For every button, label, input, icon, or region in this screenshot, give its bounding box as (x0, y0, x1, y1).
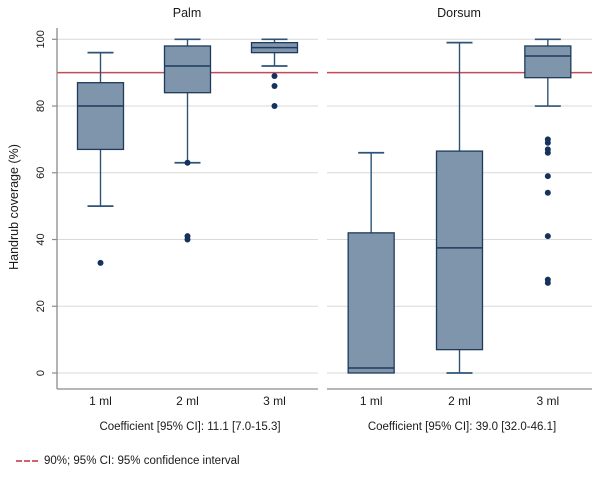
outlier-point (544, 189, 551, 196)
coefficient-label-palm: Coefficient [95% CI]: 11.1 [7.0-15.3] (99, 421, 281, 433)
outlier-point (544, 233, 551, 240)
legend-text: 90%; 95% CI: 95% confidence interval (44, 455, 240, 467)
outlier-point (184, 159, 191, 166)
y-tick-label: 20 (35, 300, 47, 312)
outlier-point (184, 236, 191, 243)
box (524, 45, 572, 79)
coefficient-label-dorsum: Coefficient [95% CI]: 39.0 [32.0-46.1] (367, 421, 557, 433)
panel-title-dorsum: Dorsum (437, 6, 481, 20)
y-tick-label: 100 (35, 30, 47, 48)
y-tick-label: 80 (35, 100, 47, 112)
reference-line-legend-marker-icon (16, 460, 38, 462)
x-category-label: 2 ml (176, 394, 199, 408)
outlier-point (271, 73, 278, 80)
y-tick-label: 60 (35, 167, 47, 179)
outlier-point (544, 139, 551, 146)
outlier-point (271, 103, 278, 110)
outlier-point (544, 279, 551, 286)
outlier-point (544, 149, 551, 156)
legend: 90%; 95% CI: 95% confidence interval (16, 455, 240, 467)
y-tick-label: 0 (35, 370, 47, 376)
x-category-label: 1 ml (360, 394, 383, 408)
box (76, 82, 125, 151)
y-axis-title: Handrub coverage (%) (7, 144, 21, 270)
box (163, 45, 212, 94)
x-category-label: 2 ml (448, 394, 471, 408)
x-category-label: 3 ml (536, 394, 559, 408)
box (435, 150, 484, 351)
panel-title-palm: Palm (172, 6, 202, 20)
outlier-point (271, 83, 278, 90)
outlier-point (97, 259, 104, 266)
x-category-label: 3 ml (263, 394, 286, 408)
y-tick-label: 40 (35, 233, 47, 245)
outlier-point (544, 173, 551, 180)
x-category-label: 1 ml (89, 394, 112, 408)
box (347, 232, 395, 374)
